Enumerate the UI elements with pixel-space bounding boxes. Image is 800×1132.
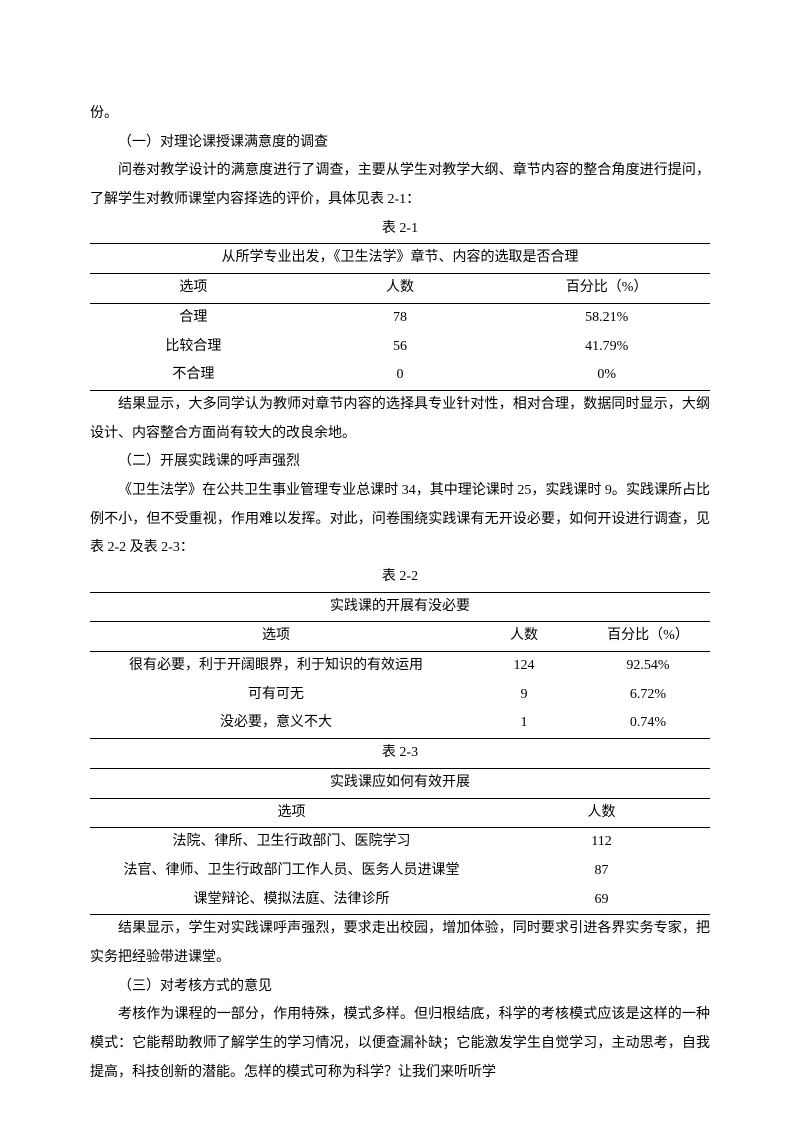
table-cell: 92.54% — [586, 652, 710, 681]
table-cell: 可有可无 — [90, 681, 462, 710]
table-2-3-caption: 表 2-3 — [90, 739, 710, 768]
table-2-2-caption: 表 2-2 — [90, 563, 710, 592]
table-2-3: 实践课应如何有效开展 选项 人数 法院、律所、卫生行政部门、医院学习 112 法… — [90, 768, 710, 915]
table-2-1: 从所学专业出发，《卫生法学》章节、内容的选取是否合理 选项 人数 百分比（%） … — [90, 243, 710, 390]
table-cell: 0% — [503, 361, 710, 390]
section-2-heading: （二）开展实践课的呼声强烈 — [90, 448, 710, 477]
table-cell: 比较合理 — [90, 333, 297, 362]
table-2-2: 实践课的开展有没必要 选项 人数 百分比（%） 很有必要，利于开阔眼界，利于知识… — [90, 592, 710, 739]
table-header-cell: 百分比（%） — [503, 274, 710, 304]
table-cell: 没必要，意义不大 — [90, 709, 462, 738]
table-cell: 1 — [462, 709, 586, 738]
section-1-para-1: 问卷对教学设计的满意度进行了调查，主要从学生对教学大纲、章节内容的整合角度进行提… — [90, 157, 710, 214]
section-2-para-2: 结果显示，学生对实践课呼声强烈，要求走出校园，增加体验，同时要求引进各界实务专家… — [90, 915, 710, 972]
table-2-3-head: 实践课应如何有效开展 — [90, 768, 710, 798]
table-2-2-head: 实践课的开展有没必要 — [90, 592, 710, 622]
table-cell: 0 — [297, 361, 504, 390]
table-cell: 合理 — [90, 303, 297, 332]
table-cell: 56 — [297, 333, 504, 362]
table-cell: 9 — [462, 681, 586, 710]
table-cell: 112 — [493, 828, 710, 857]
opening-fragment: 份。 — [90, 100, 710, 129]
table-2-1-head: 从所学专业出发，《卫生法学》章节、内容的选取是否合理 — [90, 244, 710, 274]
table-header-cell: 人数 — [462, 622, 586, 652]
table-cell: 课堂辩论、模拟法庭、法律诊所 — [90, 886, 493, 915]
table-header-cell: 选项 — [90, 622, 462, 652]
table-header-cell: 选项 — [90, 274, 297, 304]
section-3-heading: （三）对考核方式的意见 — [90, 973, 710, 1002]
table-cell: 法官、律师、卫生行政部门工作人员、医务人员进课堂 — [90, 857, 493, 886]
table-cell: 58.21% — [503, 303, 710, 332]
table-cell: 124 — [462, 652, 586, 681]
table-cell: 不合理 — [90, 361, 297, 390]
table-cell: 78 — [297, 303, 504, 332]
table-cell: 6.72% — [586, 681, 710, 710]
table-header-cell: 人数 — [493, 798, 710, 828]
table-cell: 0.74% — [586, 709, 710, 738]
table-header-cell: 选项 — [90, 798, 493, 828]
table-header-cell: 人数 — [297, 274, 504, 304]
table-2-1-caption: 表 2-1 — [90, 215, 710, 244]
table-cell: 法院、律所、卫生行政部门、医院学习 — [90, 828, 493, 857]
page: 份。 （一）对理论课授课满意度的调查 问卷对教学设计的满意度进行了调查，主要从学… — [0, 0, 800, 1132]
section-2-para-1: 《卫生法学》在公共卫生事业管理专业总课时 34，其中理论课时 25，实践课时 9… — [90, 477, 710, 563]
table-cell: 41.79% — [503, 333, 710, 362]
section-1-heading: （一）对理论课授课满意度的调查 — [90, 129, 710, 158]
section-1-para-2: 结果显示，大多同学认为教师对章节内容的选择具专业针对性，相对合理，数据同时显示，… — [90, 391, 710, 448]
table-cell: 很有必要，利于开阔眼界，利于知识的有效运用 — [90, 652, 462, 681]
table-cell: 69 — [493, 886, 710, 915]
table-cell: 87 — [493, 857, 710, 886]
section-3-para-1: 考核作为课程的一部分，作用特殊，模式多样。但归根结底，科学的考核模式应该是这样的… — [90, 1001, 710, 1087]
table-header-cell: 百分比（%） — [586, 622, 710, 652]
